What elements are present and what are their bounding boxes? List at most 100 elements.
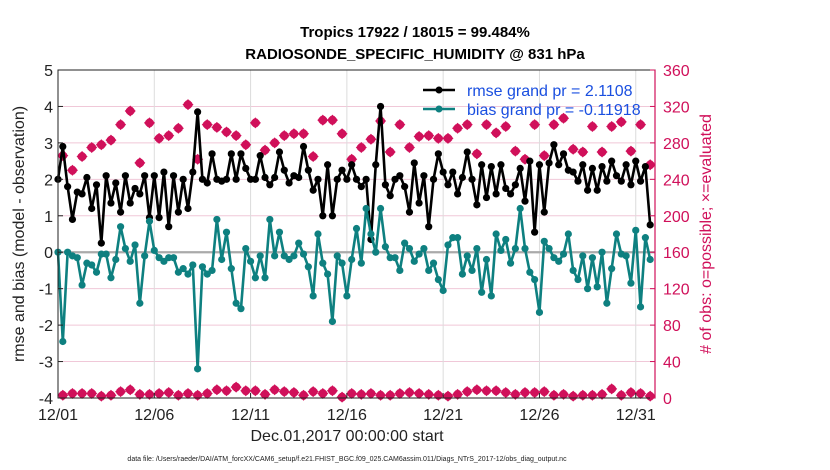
bias-point [213,215,221,224]
count-marker-cross [357,390,366,399]
count-marker-cross [231,382,241,392]
rmse-point [348,161,356,169]
count-marker-cross [87,389,96,398]
count-marker-cross [366,135,376,144]
left-tick-label: 0 [44,245,53,262]
count-marker-cross [491,386,501,395]
rmse-point [362,175,370,183]
rmse-line [56,105,652,245]
legend-bias-label: bias grand pr = -0.11918 [467,102,641,119]
rmse-point [511,181,519,189]
count-marker-cross [549,391,559,400]
count-marker-cross [145,118,154,128]
count-marker-cross [530,388,539,397]
count-marker-cross [68,165,77,175]
rmse-point [376,102,385,111]
rmse-point [598,162,606,171]
rmse-point [271,173,279,182]
bias-point [579,252,587,260]
bias-point [540,237,548,245]
rmse-point [497,161,505,169]
rmse-point [275,148,284,156]
rmse-point [521,197,529,205]
bias-point [502,235,510,244]
bias-line [56,207,652,371]
bias-point [612,230,621,238]
bias-point [309,292,317,300]
right-tick-label: 280 [663,136,690,153]
bias-point [487,292,495,300]
x-tick-label: 12/06 [134,407,174,424]
rmse-point [429,175,438,183]
count-marker-cross [617,391,626,400]
rmse-point [116,208,125,216]
rmse-point [526,157,534,165]
rmse-point [632,157,640,165]
rmse-point [506,190,515,198]
count-marker-cross [607,122,616,131]
rmse-point [295,173,303,182]
bias-point [468,266,476,275]
rmse-point [227,150,235,158]
count-marker-cross [347,389,356,398]
bias-point [506,259,515,267]
legend-bias-marker [435,105,443,113]
count-marker-cross [328,386,337,395]
count-marker-cross [549,120,559,129]
count-marker-cross [588,391,597,400]
bias-point [603,299,611,307]
bias-point [401,239,409,247]
bias-point [304,263,312,271]
bias-point [425,266,433,275]
bias-point [218,255,226,264]
legend-rmse-marker [435,86,443,94]
bias-point [78,281,86,289]
rmse-point [569,168,577,176]
bias-point [208,266,216,275]
bias-point [583,285,592,293]
chart-title-line-1: Tropics 17922 / 18015 = 99.484% [300,24,530,41]
rmse-point [434,150,442,158]
rmse-point [232,175,240,183]
rmse-point [343,175,351,183]
count-marker-cross [77,389,87,398]
count-marker-cross [299,391,308,400]
x-tick-label: 12/31 [616,407,656,424]
y-axis-label-right: # of obs: o=possible; ×=evaluated [698,114,715,354]
right-tick-label: 160 [663,245,690,262]
count-marker-cross [453,390,462,399]
bias-point [429,259,438,267]
bias-point [362,204,370,213]
rmse-point [126,199,134,207]
bias-point [492,230,500,238]
bias-point [646,255,654,264]
rmse-point [410,159,418,167]
count-marker-cross [462,120,472,129]
bias-point [521,244,529,253]
rmse-point [574,177,582,185]
count-marker-cross [154,134,164,143]
rmse-point [256,152,264,160]
bias-point [184,270,192,278]
bias-point [636,303,645,311]
rmse-point [540,208,548,216]
rmse-point [372,161,380,169]
right-tick-label: 80 [663,318,681,335]
rmse-point [280,166,288,174]
count-marker-cross [203,120,212,129]
right-tick-label: 360 [663,63,690,80]
bias-point [463,252,471,260]
bias-point [410,257,418,265]
x-axis-label: Dec.01,2017 00:00:00 start [250,428,444,445]
bias-point [222,228,231,236]
count-marker-cross [559,114,568,123]
x-tick-label: 12/26 [519,407,559,424]
rmse-point [352,175,361,183]
x-tick-label: 12/11 [231,407,270,424]
count-marker-cross [636,120,645,129]
left-tick-label: -3 [39,355,53,372]
count-marker-cross [289,129,299,139]
count-marker-cross [77,152,87,161]
count-marker-cross [183,100,193,109]
count-marker-cross [395,120,405,129]
